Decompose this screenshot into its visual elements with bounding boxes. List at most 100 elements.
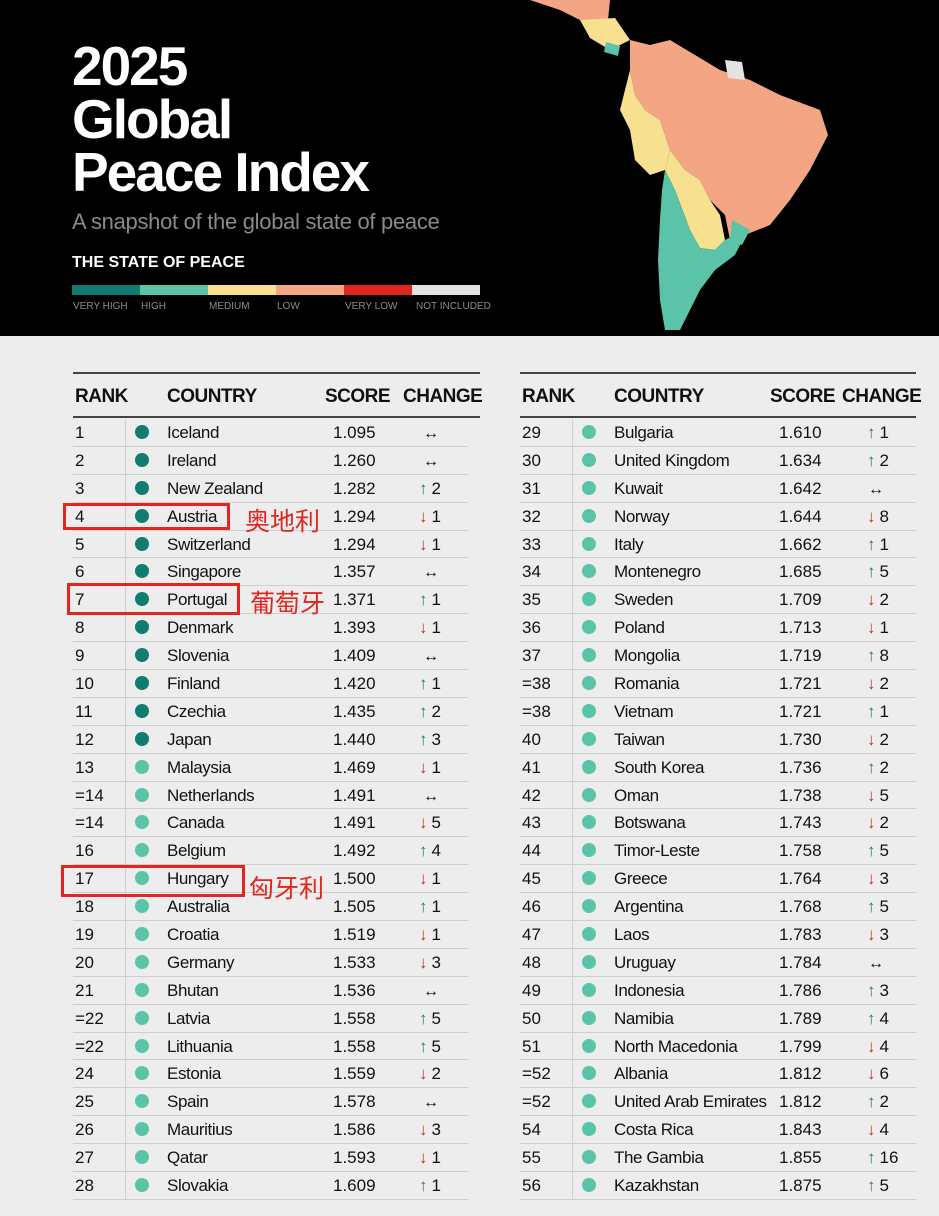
arrow-down-icon: ↓: [419, 813, 428, 833]
legend-swatch: [208, 285, 276, 295]
column-divider: [125, 921, 126, 949]
column-divider: [572, 614, 573, 642]
change-cell: ↓ 3: [867, 869, 889, 889]
arrow-down-icon: ↓: [419, 1148, 428, 1168]
peace-level-dot-icon: [582, 871, 596, 886]
change-amount: 4: [431, 841, 441, 861]
rank-cell: 49: [522, 980, 541, 1000]
column-divider: [125, 502, 126, 530]
arrow-up-icon: ↑: [867, 1148, 876, 1168]
change-cell: ↓ 4: [867, 1037, 889, 1057]
country-cell: Iceland: [167, 423, 220, 442]
peace-level-dot-icon: [135, 871, 149, 886]
arrow-both-icon: ↔: [423, 564, 439, 582]
change-amount: 6: [879, 1064, 889, 1084]
header-change: CHANGE: [403, 386, 483, 407]
score-cell: 1.764: [779, 869, 822, 889]
change-cell: ↓ 1: [419, 618, 441, 638]
rank-cell: 45: [522, 869, 541, 889]
column-divider: [125, 1144, 126, 1172]
rank-cell: 1: [75, 423, 85, 442]
report-subtitle: A snapshot of the global state of peace: [72, 209, 440, 234]
rank-cell: 16: [75, 841, 94, 861]
country-cell: Indonesia: [614, 980, 685, 1000]
table-row: =38 Vietnam 1.721 ↑ 1: [520, 697, 916, 726]
country-cell: Laos: [614, 925, 650, 945]
peace-level-dot-icon: [582, 1010, 596, 1025]
change-cell: ↑ 5: [867, 1176, 889, 1196]
state-of-peace-heading: THE STATE OF PEACE: [72, 254, 245, 271]
rank-cell: 17: [75, 869, 94, 889]
change-cell: ↑ 1: [419, 1176, 441, 1196]
change-cell: ↓ 2: [867, 813, 889, 833]
country-cell: Malaysia: [167, 757, 231, 777]
country-cell: Latvia: [167, 1008, 210, 1028]
change-cell: ↔: [423, 646, 439, 666]
table-row: 9 Slovenia 1.409 ↔: [73, 642, 468, 671]
peace-level-dot-icon: [135, 480, 149, 495]
peace-level-dot-icon: [135, 1010, 149, 1025]
arrow-down-icon: ↓: [867, 813, 876, 833]
arrow-both-icon: ↔: [423, 452, 439, 470]
change-amount: 8: [879, 646, 889, 666]
column-divider: [125, 976, 126, 1004]
arrow-up-icon: ↑: [419, 729, 428, 749]
table-row: 32 Norway 1.644 ↓ 8: [520, 502, 916, 531]
country-cell: Sweden: [614, 590, 674, 610]
arrow-up-icon: ↑: [867, 1176, 876, 1196]
arrow-up-icon: ↑: [867, 534, 876, 554]
arrow-down-icon: ↓: [419, 618, 428, 638]
score-cell: 1.644: [779, 506, 822, 526]
rank-cell: 4: [75, 506, 85, 526]
table-row: 3 New Zealand 1.282 ↑ 2: [73, 474, 468, 503]
change-cell: ↑ 5: [419, 1009, 441, 1029]
change-amount: 1: [879, 701, 889, 721]
score-cell: 1.095: [333, 423, 376, 442]
arrow-down-icon: ↓: [867, 925, 876, 945]
country-cell: Montenegro: [614, 562, 701, 582]
rank-cell: 35: [522, 590, 541, 610]
change-amount: 1: [879, 423, 889, 442]
change-amount: 8: [879, 506, 889, 526]
country-cell: Taiwan: [614, 729, 665, 749]
rank-cell: =14: [75, 785, 104, 805]
score-cell: 1.559: [333, 1064, 376, 1084]
peace-level-dot-icon: [135, 1066, 149, 1081]
change-cell: ↓ 6: [867, 1064, 889, 1084]
title-line-global: Global: [72, 88, 233, 150]
change-cell: ↔: [423, 1092, 439, 1112]
arrow-up-icon: ↑: [867, 980, 876, 1000]
rank-cell: 56: [522, 1176, 541, 1196]
peace-level-dot-icon: [582, 508, 596, 523]
change-cell: ↓ 1: [419, 535, 441, 555]
header-country: COUNTRY: [614, 386, 704, 407]
arrow-up-icon: ↑: [867, 701, 876, 721]
change-cell: ↑ 3: [867, 981, 889, 1001]
arrow-up-icon: ↑: [419, 590, 428, 610]
score-cell: 1.260: [333, 450, 376, 470]
table-row: 16 Belgium 1.492 ↑ 4: [73, 837, 468, 866]
change-cell: ↑ 4: [419, 841, 441, 861]
arrow-down-icon: ↓: [419, 869, 428, 889]
rank-cell: 34: [522, 562, 541, 582]
country-cell: The Gambia: [614, 1148, 704, 1168]
rank-cell: 20: [75, 952, 94, 972]
country-cell: United Arab Emirates: [614, 1092, 767, 1112]
rank-cell: 30: [522, 450, 541, 470]
arrow-up-icon: ↑: [867, 757, 876, 777]
column-divider: [125, 948, 126, 976]
country-cell: Kuwait: [614, 478, 663, 498]
title-line-year: 2025: [72, 35, 188, 97]
arrow-down-icon: ↓: [419, 757, 428, 777]
rank-cell: 8: [75, 618, 85, 638]
change-cell: ↓ 2: [867, 674, 889, 694]
rank-cell: 21: [75, 980, 94, 1000]
score-cell: 1.721: [779, 701, 822, 721]
score-cell: 1.409: [333, 646, 376, 666]
arrow-both-icon: ↔: [423, 982, 439, 1000]
rank-cell: 5: [75, 534, 85, 554]
change-amount: 5: [879, 1176, 889, 1196]
table-row: =22 Latvia 1.558 ↑ 5: [73, 1004, 468, 1033]
column-divider: [572, 1060, 573, 1088]
table-row: 12 Japan 1.440 ↑ 3: [73, 725, 468, 754]
